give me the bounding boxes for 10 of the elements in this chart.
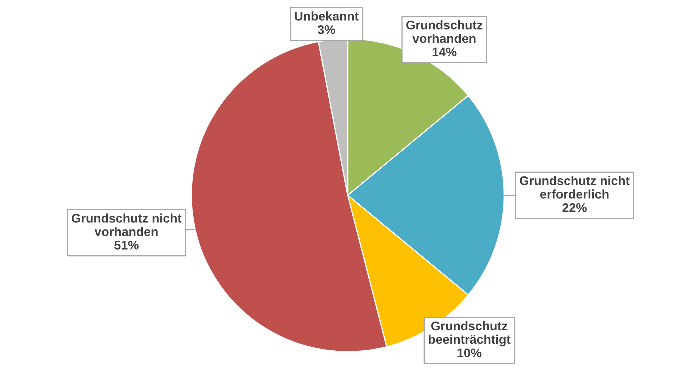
- slice-label: Grundschutz vorhanden: [406, 20, 483, 44]
- data-label: 3%: [318, 25, 336, 34]
- data-label: 10%: [458, 348, 482, 358]
- data-label: 14%: [432, 48, 457, 57]
- data-label: 22%: [562, 203, 587, 212]
- slice-label: Grundschutz nicht vorhanden: [72, 214, 182, 236]
- data-label: 51%: [114, 241, 139, 250]
- slice-label: Unbekannt: [295, 12, 359, 21]
- slice-label: Grundschutz beeinträchtigt: [429, 321, 511, 347]
- slice-label: Grundschutz nicht erforderlich: [520, 176, 630, 199]
